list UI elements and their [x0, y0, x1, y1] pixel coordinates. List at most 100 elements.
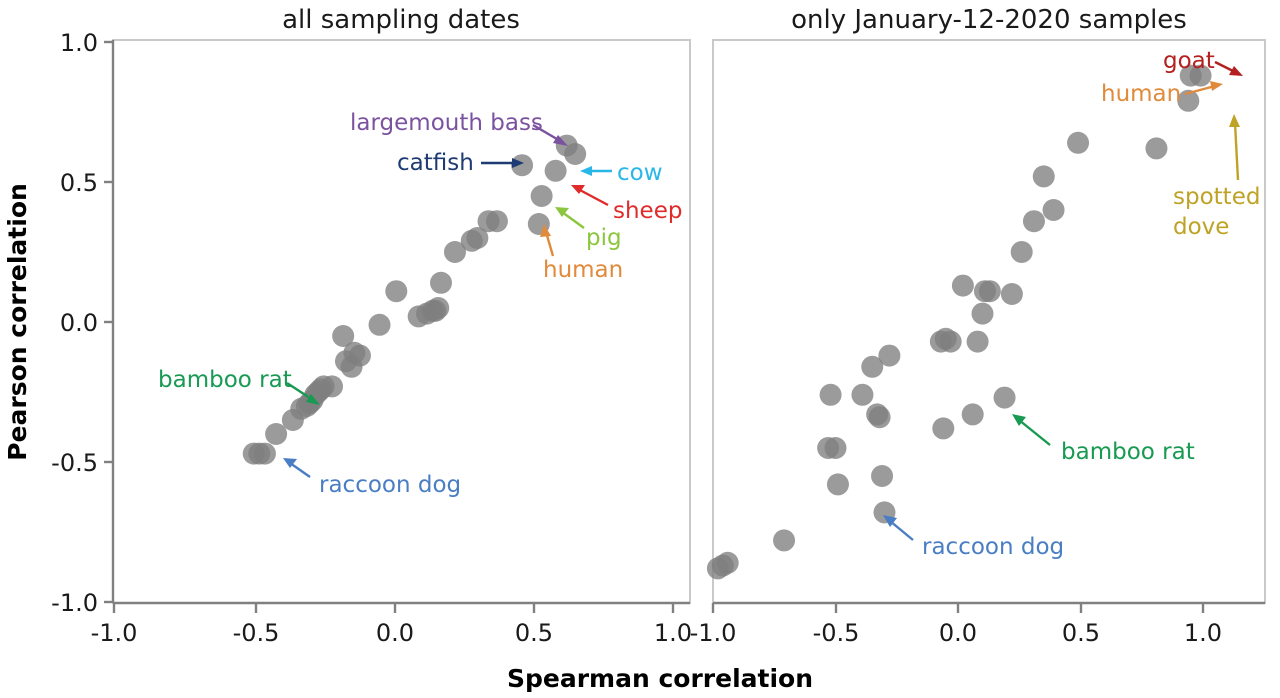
annotation-arrowhead-pig	[555, 207, 569, 217]
data-point	[773, 529, 796, 552]
data-point	[1042, 199, 1065, 221]
right-x-ticks: -1.0 -0.5 0.0 0.5 1.0	[690, 603, 1222, 647]
data-point	[1022, 210, 1045, 233]
data-point	[265, 423, 288, 445]
annotation-arrowhead-bamboo-rat-right	[1012, 414, 1026, 426]
data-point	[932, 417, 955, 440]
left-y-ticks: 1.0 0.5 0.0 -0.5 -1.0	[51, 29, 113, 617]
annotation-arrowhead-goat	[1229, 66, 1243, 76]
y-axis-label: Pearson correlation	[3, 183, 32, 461]
annotation-arrowhead-cow	[580, 166, 592, 176]
data-point	[348, 344, 371, 367]
data-point	[971, 302, 994, 325]
data-point	[427, 297, 450, 319]
data-point	[1067, 131, 1090, 154]
annotation-label-largemouth-bass: largemouth bass	[350, 110, 543, 136]
annotation-arrowhead-raccoon-dog-right	[883, 515, 897, 527]
data-point	[819, 383, 842, 406]
annotation-label-spotted-dove-line1: spotted	[1173, 184, 1260, 210]
annotation-arrow-spotted-dove	[1233, 122, 1240, 181]
right-annotations: goat human spotted dove bamboo rat raccoo…	[883, 48, 1260, 560]
annotation-label-human-left: human	[543, 257, 623, 283]
annotation-label-human-right: human	[1101, 81, 1181, 107]
left-panel-data-points	[242, 134, 587, 465]
annotation-arrow-sheep	[577, 187, 609, 207]
left-x-tick-label-5: 1.0	[654, 619, 692, 647]
annotation-arrow-bamboo-rat-right	[1018, 419, 1051, 446]
annotation-label-raccoon-dog-right: raccoon dog	[922, 534, 1064, 560]
annotation-arrowhead-spotted-dove	[1229, 114, 1240, 127]
data-point	[871, 465, 894, 487]
data-point	[851, 383, 874, 406]
annotation-label-raccoon-dog-left: raccoon dog	[319, 472, 461, 498]
annotation-arrow-raccoon-dog-left	[289, 462, 311, 478]
annotation-arrowhead-catfish	[512, 158, 524, 168]
annotation-label-catfish: catfish	[397, 150, 474, 176]
annotation-arrow-pig	[561, 211, 585, 229]
data-point-pig	[530, 185, 553, 207]
annotation-arrow-bamboo-rat-left	[286, 381, 314, 402]
data-point	[966, 330, 989, 353]
data-point	[385, 280, 408, 303]
data-point	[332, 325, 355, 347]
data-point	[1145, 137, 1168, 160]
right-x-tick-label-5: 1.0	[1184, 619, 1222, 647]
y-tick-label-1: 1.0	[60, 29, 98, 57]
data-point-catfish	[511, 154, 534, 177]
data-point-bamboo-rat	[961, 403, 984, 426]
data-point	[993, 386, 1016, 409]
panel-right: only January-12-2020 samples -1.0 -0.5 0…	[690, 5, 1266, 647]
data-point	[716, 551, 739, 574]
data-point	[443, 241, 466, 263]
panel-left: all sampling dates 1.0 0.5 0.0 -0.5 -1.0	[51, 5, 692, 647]
data-point	[878, 344, 901, 367]
data-point	[368, 313, 391, 336]
right-x-tick-label-2: -0.5	[813, 619, 860, 647]
annotation-arrowhead-bamboo-rat-left	[306, 394, 320, 405]
data-point	[951, 274, 974, 297]
data-point	[826, 473, 849, 496]
data-point	[430, 271, 453, 294]
annotation-arrowhead-largemouth-bass	[553, 135, 568, 146]
annotation-arrow-human-right	[1184, 84, 1216, 96]
data-point	[868, 406, 891, 429]
x-axis-label: Spearman correlation	[507, 664, 813, 693]
annotation-label-spotted-dove-line2: dove	[1173, 214, 1229, 240]
data-point	[939, 330, 962, 353]
right-x-tick-label-4: 0.5	[1062, 619, 1100, 647]
left-x-tick-label-3: 0.0	[376, 619, 414, 647]
annotation-label-bamboo-rat-right: bamboo rat	[1061, 439, 1195, 465]
annotation-label-bamboo-rat-left: bamboo rat	[158, 367, 292, 393]
data-point	[321, 375, 344, 398]
y-tick-label-2: 0.5	[60, 169, 98, 197]
annotation-arrowhead-human-right	[1210, 81, 1223, 91]
annotation-label-pig: pig	[586, 225, 622, 251]
data-point-sheep	[544, 159, 567, 182]
data-point	[861, 355, 884, 378]
right-panel-title: only January-12-2020 samples	[791, 5, 1187, 35]
data-point	[1010, 241, 1033, 263]
data-point-cow	[564, 143, 587, 165]
data-point	[253, 442, 276, 465]
annotation-arrowhead-raccoon-dog-left	[283, 458, 297, 468]
data-point	[485, 210, 508, 233]
left-x-ticks: -1.0 -0.5 0.0 0.5 1.0	[91, 603, 692, 647]
y-tick-label-5: -1.0	[51, 589, 98, 617]
left-x-tick-label-1: -1.0	[91, 619, 138, 647]
data-point-spotted-dove	[1177, 89, 1200, 112]
data-point	[1000, 283, 1023, 305]
data-point	[466, 227, 489, 249]
annotation-label-cow: cow	[617, 160, 663, 186]
data-point-goat	[1189, 64, 1212, 87]
left-annotations: largemouth bass catfish cow sheep pig	[158, 110, 682, 498]
annotation-arrow-raccoon-dog-right	[889, 520, 914, 541]
left-panel-frame	[112, 39, 691, 604]
y-tick-label-4: -0.5	[51, 449, 98, 477]
data-point	[824, 437, 847, 459]
right-panel-data-points	[706, 64, 1212, 580]
annotation-arrowhead-sheep	[571, 185, 585, 194]
left-x-tick-label-4: 0.5	[515, 619, 553, 647]
y-tick-label-3: 0.0	[60, 309, 98, 337]
